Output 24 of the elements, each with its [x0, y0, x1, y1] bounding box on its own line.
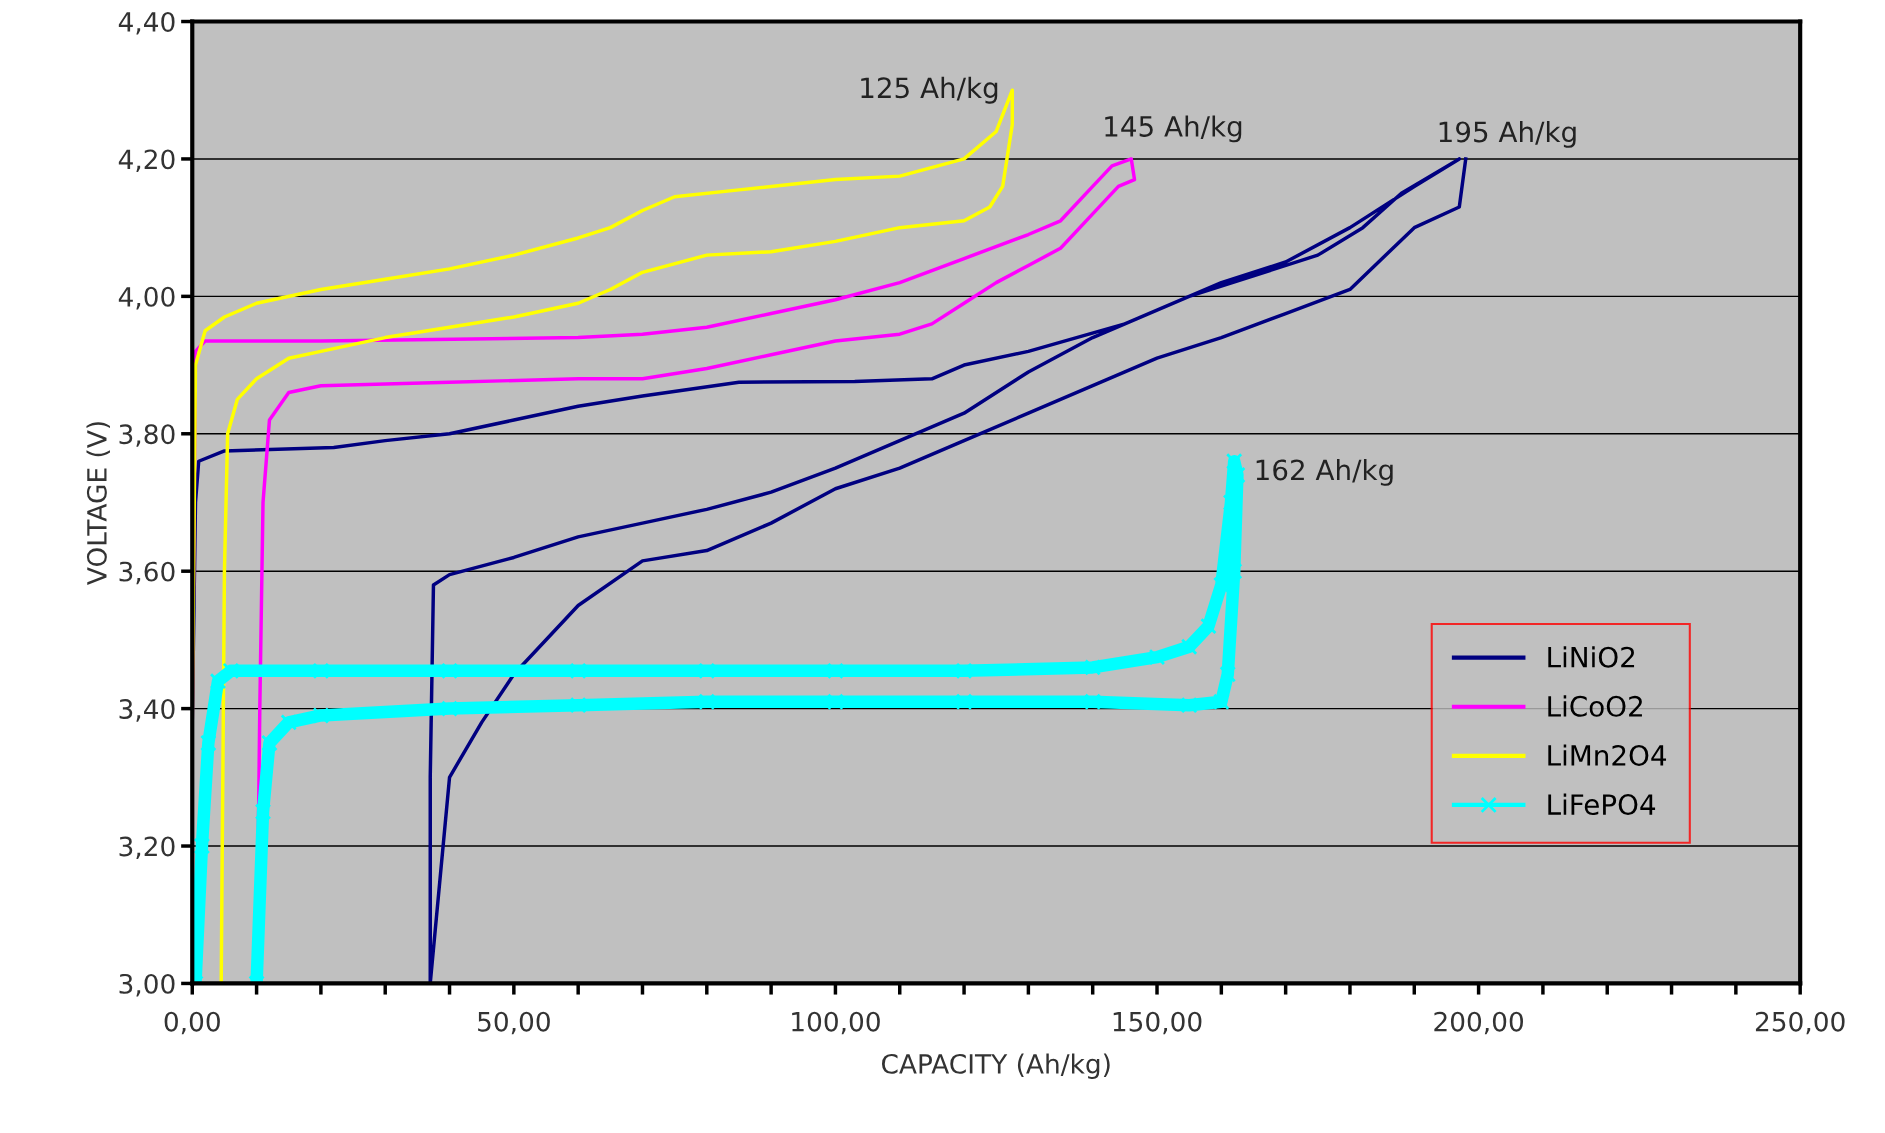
y-tick-label: 4,40 — [118, 11, 175, 35]
legend-label: LiFePO4 — [1548, 793, 1656, 816]
x-tick-label: 0,00 — [164, 1011, 220, 1035]
y-tick-label: 3,00 — [119, 973, 175, 997]
legend-label: LiNiO2 — [1548, 646, 1635, 668]
legend-label: LiMn2O4 — [1548, 744, 1667, 766]
y-tick-label: 4,20 — [118, 149, 175, 173]
y-tick-label: 4,00 — [118, 286, 175, 310]
y-axis-title: VOLTAGE (V) — [86, 422, 110, 585]
x-axis-title: CAPACITY (Ah/kg) — [881, 1053, 1110, 1079]
annotation: 125 Ah/kg — [861, 76, 998, 104]
x-tick-label: 250,00 — [1755, 1011, 1845, 1035]
x-tick-label: 200,00 — [1434, 1011, 1524, 1035]
annotation: 195 Ah/kg — [1439, 120, 1576, 148]
legend-label: LiCoO2 — [1548, 695, 1642, 717]
y-tick-label: 3,20 — [119, 836, 175, 860]
x-tick-label: 50,00 — [478, 1011, 550, 1035]
x-tick-label: 100,00 — [792, 1011, 880, 1035]
annotation: 145 Ah/kg — [1105, 115, 1242, 143]
y-tick-label: 3,40 — [119, 699, 175, 722]
annotation: 162 Ah/kg — [1256, 458, 1393, 486]
x-tick-label: 150,00 — [1113, 1011, 1202, 1035]
y-tick-label: 3,60 — [119, 561, 175, 585]
y-tick-label: 3,80 — [119, 424, 175, 447]
